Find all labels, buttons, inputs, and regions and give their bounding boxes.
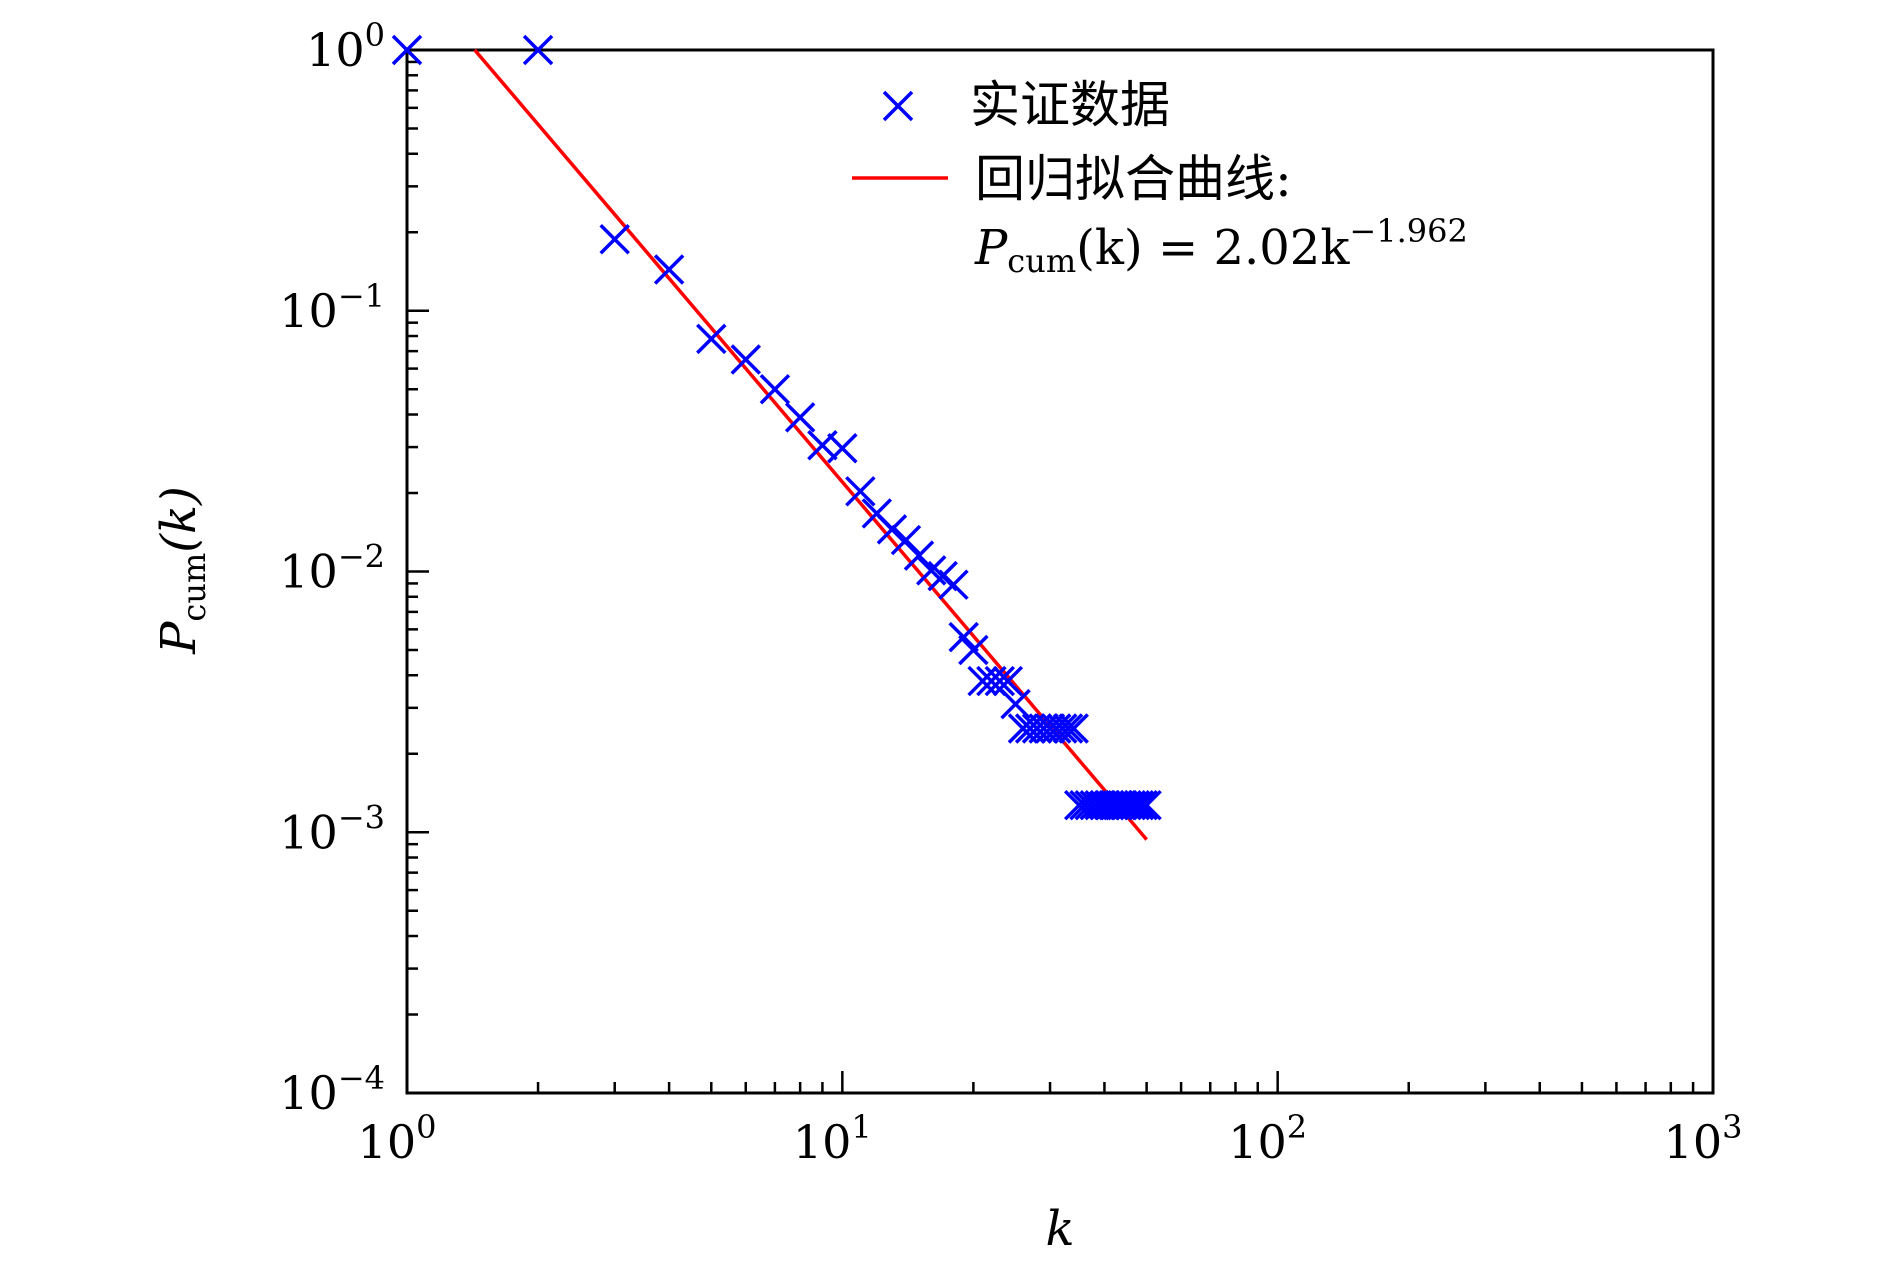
fit-line-group: [473, 48, 1148, 841]
x-tick-label: 100: [358, 1108, 437, 1169]
legend-marker-x: [882, 90, 914, 122]
data-point: [903, 540, 935, 571]
data-point: [1127, 789, 1159, 821]
data-point: [1123, 789, 1155, 821]
data-point: [890, 524, 922, 556]
data-point: [1058, 713, 1089, 744]
data-point: [391, 34, 423, 66]
data-point: [1052, 713, 1084, 744]
data-point: [827, 432, 858, 464]
data-point: [599, 224, 630, 255]
legend-x-marker: [882, 90, 914, 122]
x-axis-label: k: [1045, 1201, 1074, 1257]
data-point: [876, 514, 908, 545]
data-point: [522, 34, 554, 66]
data-points: [391, 34, 1162, 821]
legend: 实证数据 回归拟合曲线: Pcum(k) = 2.02k−1.962: [852, 76, 1468, 280]
data-point: [730, 344, 761, 375]
y-axis-label: Pcum(k): [151, 486, 213, 655]
data-point: [1131, 789, 1162, 821]
svg-text:Pcum(k): Pcum(k): [151, 486, 213, 655]
y-tick-label: 100: [306, 16, 385, 77]
y-tick-label: 10−1: [279, 277, 385, 338]
data-point: [948, 621, 979, 653]
data-point: [696, 323, 727, 355]
data-point: [845, 476, 876, 507]
data-point: [1000, 688, 1031, 720]
y-tick-label: 10−4: [279, 1059, 385, 1120]
axis-ticks: [405, 60, 1695, 1095]
data-point: [653, 254, 685, 285]
x-tick-labels: 100 101 102 103: [358, 1108, 1743, 1169]
y-tick-label: 10−2: [279, 538, 385, 599]
legend-entry-data: 实证数据: [970, 76, 1170, 134]
data-point: [784, 402, 816, 433]
y-tick-labels: 100 10−1 10−2 10−3 10−4: [279, 16, 385, 1120]
data-point: [1047, 713, 1078, 744]
data-point: [759, 374, 791, 405]
data-point: [984, 665, 1016, 697]
legend-formula: Pcum(k) = 2.02k−1.962: [974, 212, 1468, 280]
x-tick-label: 102: [1228, 1108, 1307, 1169]
data-point: [938, 569, 969, 600]
legend-entry-fit: 回归拟合曲线:: [975, 150, 1292, 208]
data-point: [992, 665, 1024, 697]
fit-line: [473, 48, 1148, 841]
data-point: [1115, 789, 1147, 821]
data-point: [958, 634, 989, 666]
data-point: [1119, 789, 1151, 821]
x-tick-label: 101: [793, 1108, 872, 1169]
x-tick-label: 103: [1664, 1108, 1743, 1169]
y-tick-label: 10−3: [279, 798, 385, 859]
